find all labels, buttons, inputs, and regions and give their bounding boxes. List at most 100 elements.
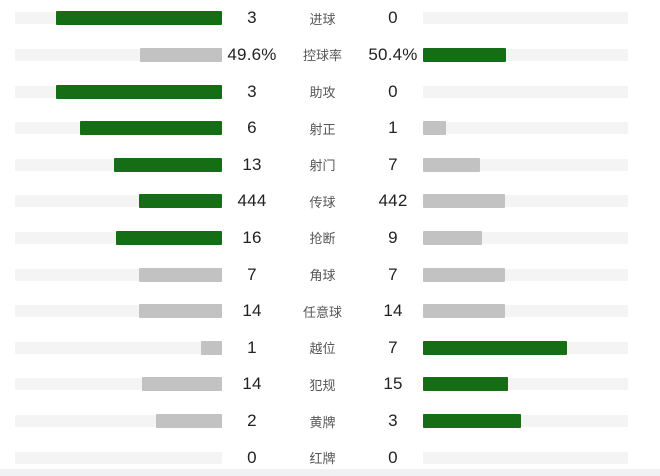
- home-bar-track: [15, 414, 222, 428]
- stat-label: 助攻: [309, 85, 336, 101]
- away-bar-fill: [423, 121, 447, 136]
- away-bar-fill: [423, 47, 506, 62]
- home-value: 6: [247, 118, 257, 138]
- home-bar-fill: [56, 11, 222, 26]
- away-value: 442: [378, 191, 408, 211]
- home-value: 14: [242, 374, 262, 394]
- away-value: 0: [388, 81, 398, 101]
- home-bar-fill: [139, 304, 222, 319]
- away-bar-fill: [423, 377, 508, 392]
- stat-label: 射门: [309, 158, 336, 174]
- home-bar-fill: [155, 414, 222, 428]
- stat-label: 传球: [309, 194, 336, 210]
- home-value: 13: [242, 154, 262, 174]
- stat-row: 14 任意球 14: [0, 293, 660, 330]
- home-value: 2: [247, 411, 257, 430]
- home-bar-track: [15, 121, 222, 136]
- home-bar-fill: [142, 377, 222, 392]
- stat-row: 14 犯规 15: [0, 366, 660, 403]
- home-value: 1: [247, 337, 257, 357]
- home-bar-fill: [139, 194, 222, 209]
- home-value: 7: [247, 264, 257, 284]
- home-value: 0: [247, 447, 257, 467]
- stat-row: 1 越位 7: [0, 329, 660, 366]
- stat-label: 越位: [309, 341, 336, 357]
- away-value: 0: [388, 447, 398, 467]
- away-bar-fill: [423, 304, 505, 319]
- away-value: 0: [388, 8, 398, 28]
- away-value: 7: [388, 154, 398, 174]
- home-bar-track: [15, 451, 222, 464]
- away-bar-fill: [423, 230, 483, 245]
- away-bar-track: [423, 12, 628, 25]
- home-bar-track: [15, 267, 222, 282]
- away-value: 15: [383, 374, 403, 394]
- stat-label: 黄牌: [309, 414, 336, 430]
- stat-row: 13 射门 7: [0, 146, 660, 183]
- home-bar-fill: [201, 340, 222, 355]
- home-value: 49.6%: [227, 44, 277, 64]
- home-bar-fill: [114, 157, 222, 172]
- home-bar-track: [15, 340, 222, 355]
- home-bar-fill: [56, 84, 222, 99]
- away-bar-track: [423, 230, 628, 245]
- home-bar-fill: [80, 121, 222, 136]
- stat-row: 16 抢断 9: [0, 220, 660, 257]
- home-bar-fill: [116, 230, 222, 245]
- away-bar-track: [423, 340, 628, 355]
- away-bar-track: [423, 377, 628, 392]
- home-bar-track: [15, 377, 222, 392]
- stat-label: 犯规: [309, 377, 336, 393]
- stat-label: 红牌: [309, 451, 336, 467]
- stat-row: 49.6% 控球率 50.4%: [0, 37, 660, 74]
- stat-row: 7 角球 7: [0, 256, 660, 293]
- stat-row: 2 黄牌 3: [0, 403, 660, 440]
- away-bar-fill: [423, 157, 481, 172]
- stat-row: 3 进球 0: [0, 0, 660, 37]
- stat-row: 6 射正 1: [0, 110, 660, 147]
- home-bar-track: [15, 84, 222, 99]
- away-bar-fill: [423, 340, 567, 355]
- stat-label: 射正: [309, 121, 336, 137]
- stat-label: 抢断: [309, 231, 336, 247]
- away-bar-track: [423, 194, 628, 209]
- away-value: 14: [383, 301, 403, 321]
- home-bar-track: [15, 47, 222, 62]
- away-value: 1: [388, 118, 398, 138]
- home-value: 14: [242, 301, 262, 321]
- away-bar-track: [423, 47, 628, 62]
- home-value: 444: [237, 191, 267, 211]
- stat-label: 角球: [309, 268, 336, 284]
- stat-label: 任意球: [302, 304, 342, 320]
- home-bar-fill: [139, 267, 222, 282]
- away-bar-track: [423, 414, 628, 428]
- away-bar-track: [423, 451, 628, 464]
- away-bar-track: [423, 267, 628, 282]
- away-value: 9: [388, 227, 398, 247]
- away-bar-track: [423, 85, 628, 98]
- away-bar-fill: [423, 414, 522, 428]
- home-bar-track: [15, 157, 222, 172]
- home-bar-track: [15, 194, 222, 209]
- away-bar-track: [423, 304, 628, 319]
- home-value: 16: [242, 227, 262, 247]
- bottom-strip: [0, 469, 660, 476]
- away-value: 3: [388, 411, 398, 430]
- home-bar-fill: [139, 47, 222, 62]
- home-bar-track: [15, 230, 222, 245]
- stat-row: 3 助攻 0: [0, 73, 660, 110]
- home-value: 3: [247, 81, 257, 101]
- away-bar-track: [423, 121, 628, 136]
- away-value: 7: [388, 264, 398, 284]
- away-bar-track: [423, 157, 628, 172]
- stat-label: 进球: [309, 11, 336, 27]
- away-value: 7: [388, 337, 398, 357]
- home-value: 3: [247, 8, 257, 28]
- home-bar-track: [15, 304, 222, 319]
- home-bar-track: [15, 11, 222, 26]
- away-bar-fill: [423, 267, 505, 282]
- stat-row: 444 传球 442: [0, 183, 660, 220]
- stat-label: 控球率: [302, 48, 342, 64]
